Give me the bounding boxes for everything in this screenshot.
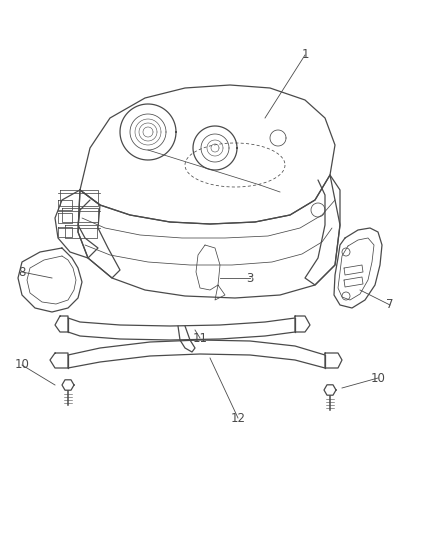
Text: 3: 3 xyxy=(246,271,254,285)
Text: 7: 7 xyxy=(386,298,394,311)
Text: 8: 8 xyxy=(18,265,26,279)
Text: 10: 10 xyxy=(371,372,385,384)
Text: 12: 12 xyxy=(230,411,246,424)
Text: 11: 11 xyxy=(192,332,208,344)
Text: 1: 1 xyxy=(301,49,309,61)
Text: 10: 10 xyxy=(14,359,29,372)
